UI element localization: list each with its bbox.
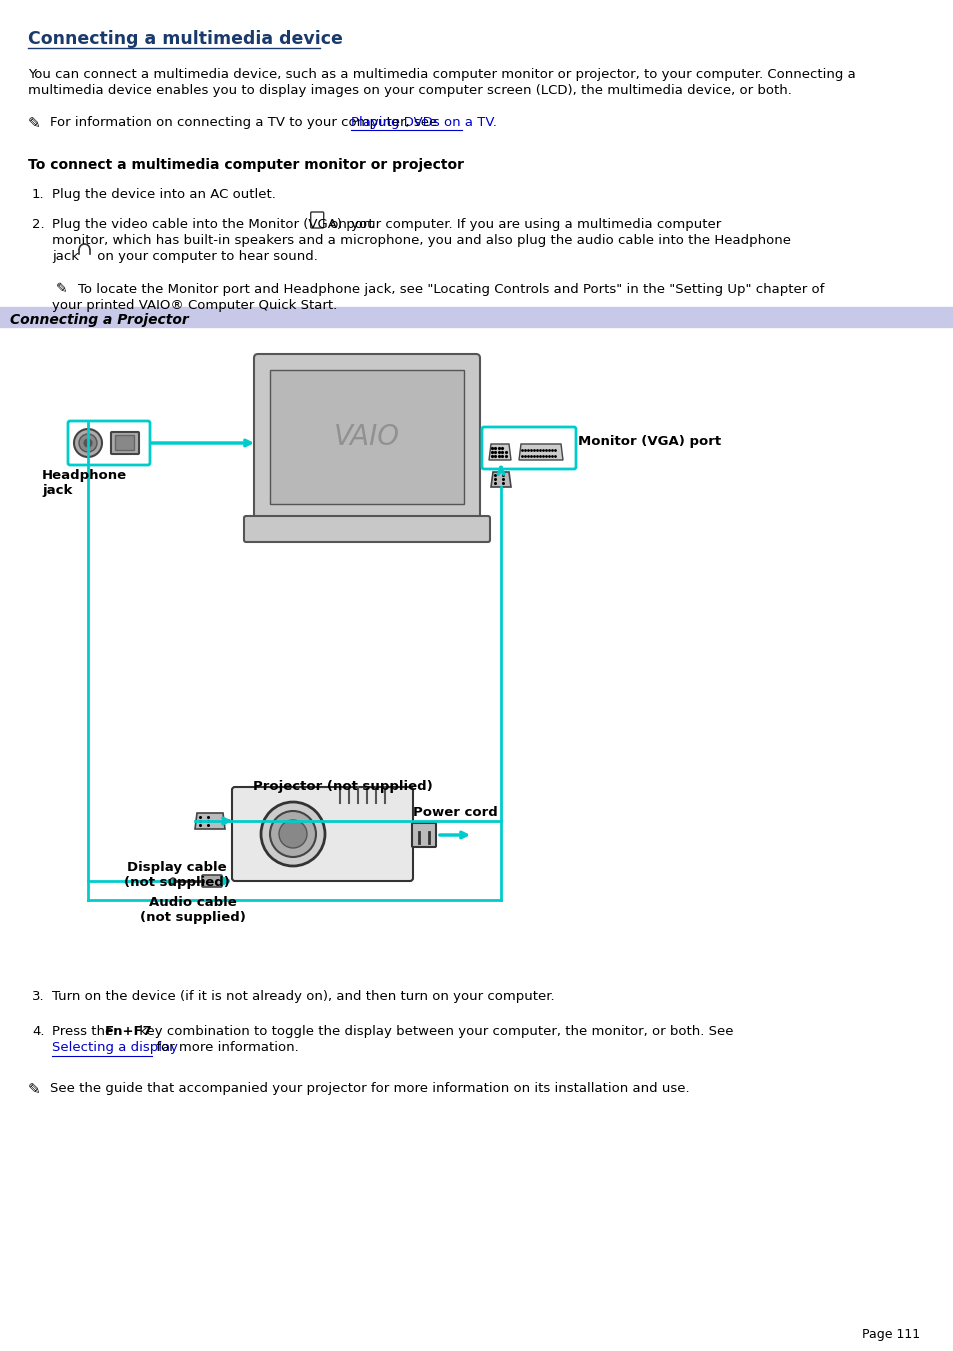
- Text: Projector (not supplied): Projector (not supplied): [253, 780, 432, 793]
- Text: on your computer. If you are using a multimedia computer: on your computer. If you are using a mul…: [325, 218, 720, 231]
- Text: key combination to toggle the display between your computer, the monitor, or bot: key combination to toggle the display be…: [135, 1025, 733, 1038]
- Text: Monitor (VGA) port: Monitor (VGA) port: [578, 435, 720, 449]
- Text: Playing DVDs on a TV.: Playing DVDs on a TV.: [351, 116, 497, 128]
- Text: VAIO: VAIO: [334, 423, 399, 451]
- Circle shape: [74, 430, 102, 457]
- Circle shape: [84, 439, 91, 447]
- Text: Plug the device into an AC outlet.: Plug the device into an AC outlet.: [52, 188, 275, 201]
- Text: 2.: 2.: [32, 218, 45, 231]
- FancyBboxPatch shape: [244, 516, 490, 542]
- FancyBboxPatch shape: [481, 427, 576, 469]
- FancyBboxPatch shape: [232, 788, 413, 881]
- Circle shape: [261, 802, 325, 866]
- Text: jack: jack: [52, 250, 83, 263]
- Text: Page 111: Page 111: [861, 1328, 919, 1342]
- Text: Plug the video cable into the Monitor (VGA) port: Plug the video cable into the Monitor (V…: [52, 218, 377, 231]
- Text: Connecting a Projector: Connecting a Projector: [10, 313, 189, 327]
- FancyBboxPatch shape: [202, 875, 222, 888]
- Text: For information on connecting a TV to your computer, see: For information on connecting a TV to yo…: [50, 116, 441, 128]
- FancyBboxPatch shape: [115, 435, 134, 450]
- Text: Connecting a multimedia device: Connecting a multimedia device: [28, 30, 342, 49]
- Polygon shape: [491, 471, 511, 486]
- Text: your printed VAIO® Computer Quick Start.: your printed VAIO® Computer Quick Start.: [52, 299, 337, 312]
- FancyBboxPatch shape: [311, 212, 323, 228]
- Text: multimedia device enables you to display images on your computer screen (LCD), t: multimedia device enables you to display…: [28, 84, 791, 97]
- Text: 1.: 1.: [32, 188, 45, 201]
- Text: To connect a multimedia computer monitor or projector: To connect a multimedia computer monitor…: [28, 158, 463, 172]
- Polygon shape: [194, 813, 225, 830]
- Text: Display cable
(not supplied): Display cable (not supplied): [124, 861, 230, 889]
- Circle shape: [278, 820, 307, 848]
- Text: To locate the Monitor port and Headphone jack, see "Locating Controls and Ports": To locate the Monitor port and Headphone…: [78, 282, 823, 296]
- Circle shape: [170, 878, 175, 884]
- Text: Power cord: Power cord: [413, 807, 497, 819]
- Text: ✎: ✎: [28, 116, 41, 131]
- Polygon shape: [518, 444, 562, 459]
- Text: You can connect a multimedia device, such as a multimedia computer monitor or pr: You can connect a multimedia device, suc…: [28, 68, 855, 81]
- Text: Headphone
jack: Headphone jack: [42, 469, 127, 497]
- Text: Press the: Press the: [52, 1025, 117, 1038]
- Text: ✎: ✎: [28, 1082, 41, 1097]
- Text: 3.: 3.: [32, 990, 45, 1002]
- Polygon shape: [489, 444, 511, 459]
- Bar: [0, 307, 953, 327]
- FancyBboxPatch shape: [253, 354, 479, 520]
- FancyBboxPatch shape: [412, 823, 436, 847]
- FancyBboxPatch shape: [111, 432, 139, 454]
- Text: monitor, which has built-in speakers and a microphone, you and also plug the aud: monitor, which has built-in speakers and…: [52, 234, 790, 247]
- Circle shape: [270, 811, 315, 857]
- Bar: [270, 370, 463, 504]
- Text: for more information.: for more information.: [152, 1042, 298, 1054]
- Text: See the guide that accompanied your projector for more information on its instal: See the guide that accompanied your proj…: [50, 1082, 689, 1096]
- Text: Fn+F7: Fn+F7: [105, 1025, 152, 1038]
- Text: Audio cable
(not supplied): Audio cable (not supplied): [140, 896, 246, 924]
- Text: Turn on the device (if it is not already on), and then turn on your computer.: Turn on the device (if it is not already…: [52, 990, 554, 1002]
- Text: 4.: 4.: [32, 1025, 45, 1038]
- Text: ✎: ✎: [56, 282, 68, 296]
- FancyBboxPatch shape: [68, 422, 150, 465]
- Circle shape: [79, 434, 97, 453]
- Text: Selecting a display: Selecting a display: [52, 1042, 178, 1054]
- Text: on your computer to hear sound.: on your computer to hear sound.: [93, 250, 318, 263]
